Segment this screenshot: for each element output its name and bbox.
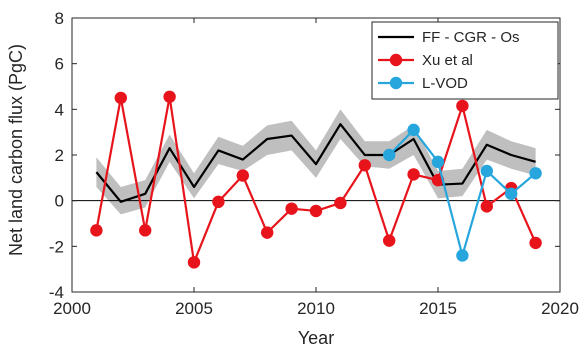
data-point-series-2	[431, 155, 445, 169]
data-point-series-2	[456, 249, 469, 262]
y-tick-label: -4	[49, 283, 64, 302]
data-point-series-1	[383, 234, 396, 247]
x-tick-label: 2020	[541, 299, 579, 318]
legend-label: FF - CGR - Os	[422, 29, 520, 46]
legend-label: L-VOD	[422, 75, 468, 92]
data-point-series-1	[529, 236, 542, 250]
data-point-series-1	[358, 159, 371, 172]
y-tick-label: 8	[55, 9, 64, 28]
x-tick-label: 2015	[419, 299, 457, 318]
data-point-series-1	[114, 91, 128, 105]
data-point-series-1	[407, 168, 420, 181]
legend-swatch-marker	[389, 53, 403, 67]
legend-label: Xu et al	[422, 52, 473, 69]
data-point-series-1	[139, 224, 152, 237]
plot-area	[72, 90, 560, 269]
data-point-series-1	[480, 200, 493, 213]
data-point-series-2	[480, 164, 493, 178]
series-line-0	[95, 123, 536, 203]
data-point-series-1	[236, 169, 249, 182]
legend: FF - CGR - Os Xu et al L-VOD	[371, 21, 559, 100]
data-point-series-1	[90, 224, 103, 237]
y-tick-label: 6	[55, 55, 64, 74]
y-tick-label: -2	[49, 237, 64, 256]
data-point-series-1	[212, 195, 225, 209]
data-point-series-1	[163, 90, 176, 103]
data-point-series-1	[261, 226, 274, 239]
y-axis-label: Net land carbon flux (PgC)	[6, 44, 26, 256]
uncertainty-band-series-0	[96, 109, 536, 215]
data-point-series-2	[505, 187, 518, 201]
x-tick-label: 2005	[175, 299, 213, 318]
y-tick-label: 0	[55, 192, 64, 211]
y-tick-label: 4	[55, 100, 64, 119]
x-axis-label: Year	[298, 328, 334, 348]
data-point-series-1	[187, 256, 201, 269]
data-point-series-1	[456, 99, 469, 113]
data-point-series-1	[309, 204, 323, 218]
data-point-series-1	[285, 202, 298, 215]
data-point-series-2	[407, 123, 420, 137]
data-point-series-1	[334, 196, 347, 210]
axes: 2000 2005 2010 2015 2020 -4 -2 0 2 4 6 8	[49, 9, 579, 318]
data-point-series-2	[529, 167, 542, 180]
x-tick-label: 2000	[53, 299, 91, 318]
legend-swatch-marker	[389, 76, 403, 90]
x-tick-label: 2010	[297, 299, 335, 318]
data-point-series-2	[383, 148, 396, 162]
y-tick-label: 2	[55, 146, 64, 165]
